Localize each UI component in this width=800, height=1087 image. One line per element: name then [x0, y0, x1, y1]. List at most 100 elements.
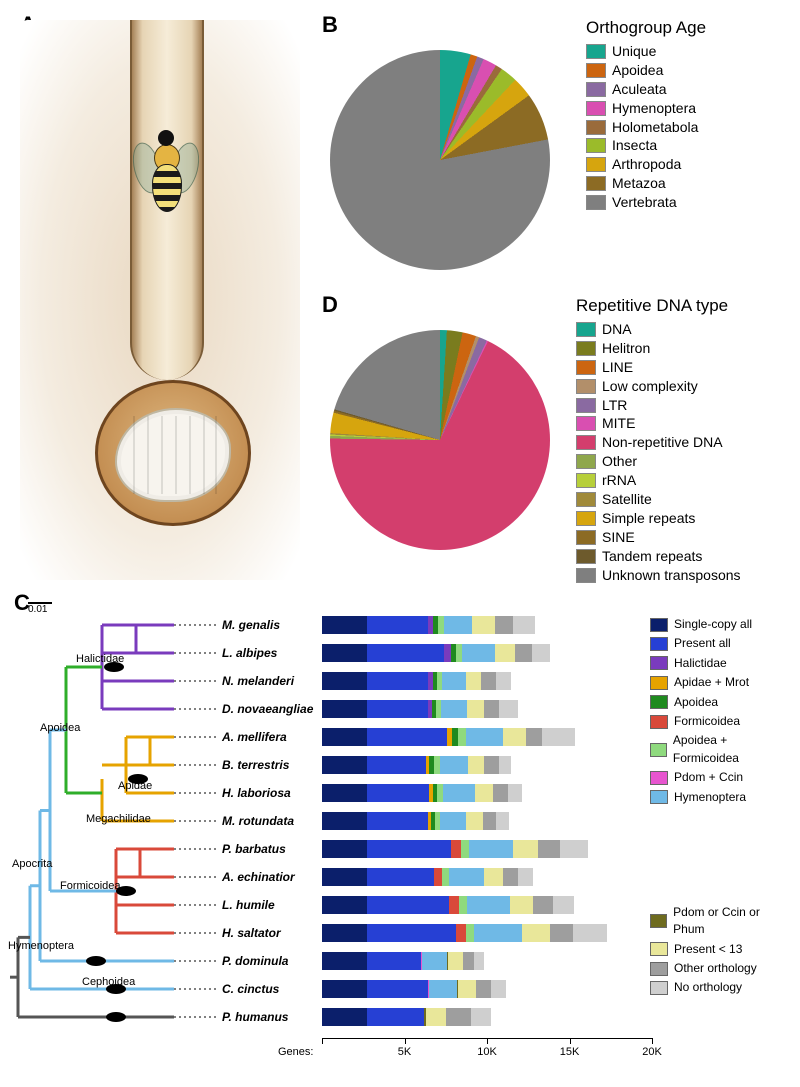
gene-bar-row: [322, 756, 511, 774]
species-label: H. laboriosa: [222, 786, 291, 800]
legend-swatch: [650, 715, 668, 729]
legend-item: Low complexity: [576, 377, 741, 396]
legend-item: Unknown transposons: [576, 566, 741, 585]
legend-label: Single-copy all: [674, 616, 752, 633]
gene-bar-row: [322, 868, 533, 886]
bar-segment: [476, 980, 491, 998]
bar-segment: [440, 756, 468, 774]
legend-swatch: [586, 138, 606, 153]
bar-segment: [367, 896, 450, 914]
bar-segment: [491, 980, 506, 998]
legend-swatch: [576, 341, 596, 356]
legend-item: Holometabola: [586, 118, 698, 137]
bar-segment: [462, 644, 495, 662]
gene-bar-row: [322, 840, 588, 858]
bar-segment: [499, 756, 511, 774]
legend-item: Apidae + Mrot: [650, 674, 788, 691]
clade-apoidea: Apoidea: [40, 722, 80, 734]
bar-segment: [444, 644, 451, 662]
legend-label: Pdom or Ccin or Phum: [673, 904, 788, 939]
gene-bars: [322, 616, 652, 1034]
legend-item: Metazoa: [586, 174, 698, 193]
legend-swatch: [650, 656, 668, 670]
legend-label: LTR: [602, 396, 627, 415]
bar-segment: [446, 1008, 471, 1026]
clade-megachilidae: Megachilidae: [86, 813, 151, 825]
bar-segment: [451, 840, 461, 858]
legend-swatch: [576, 379, 596, 394]
bar-segment: [322, 952, 367, 970]
bar-segment: [518, 868, 533, 886]
axis-tick: [405, 1038, 406, 1044]
bar-segment: [481, 672, 496, 690]
legend-item: Satellite: [576, 490, 741, 509]
species-label: L. humile: [222, 898, 275, 912]
bar-segment: [515, 644, 532, 662]
legend-item: Present all: [650, 635, 788, 652]
legend-label: Tandem repeats: [602, 547, 702, 566]
legend-item: Unique: [586, 42, 698, 61]
legend-swatch: [576, 530, 596, 545]
bar-segment: [538, 840, 559, 858]
bar-segment: [449, 896, 459, 914]
bar-segment: [499, 700, 519, 718]
bar-segment: [573, 924, 608, 942]
bar-segment: [442, 868, 449, 886]
legend-swatch: [576, 416, 596, 431]
bar-segment: [532, 644, 550, 662]
bar-segment: [322, 756, 367, 774]
legend-label: Apoidea: [674, 694, 718, 711]
bar-segment: [503, 728, 526, 746]
bar-segment: [434, 868, 442, 886]
bar-segment: [484, 700, 499, 718]
legend-label: Simple repeats: [602, 509, 695, 528]
bar-segment: [496, 812, 509, 830]
bar-segment: [550, 924, 573, 942]
legend-item: SINE: [576, 528, 741, 547]
bar-segment: [461, 840, 469, 858]
species-label: P. dominula: [222, 954, 288, 968]
pie-d-legend: DNAHelitronLINELow complexityLTRMITENon-…: [576, 320, 741, 584]
legend-swatch: [586, 101, 606, 116]
gene-bar-row: [322, 952, 484, 970]
legend-label: Low complexity: [602, 377, 698, 396]
gene-bar-row: [322, 672, 511, 690]
bar-segment: [522, 924, 550, 942]
axis-tick-label: 5K: [398, 1046, 411, 1058]
legend-swatch: [586, 195, 606, 210]
legend-item: Simple repeats: [576, 509, 741, 528]
legend-item: Pdom + Ccin: [650, 769, 788, 786]
bar-segment: [542, 728, 575, 746]
orthogroup-age-pie: [330, 50, 550, 270]
clade-halictidae: Halictidae: [76, 653, 124, 665]
bar-segment: [503, 868, 518, 886]
species-label: P. humanus: [222, 1010, 288, 1024]
bar-segment: [443, 784, 474, 802]
bar-segment: [510, 896, 533, 914]
legend-label: Present < 13: [674, 941, 742, 958]
legend-label: Other orthology: [674, 960, 757, 977]
pie-b-title: Orthogroup Age: [586, 18, 706, 38]
bar-segment: [422, 952, 447, 970]
bar-segment: [367, 924, 456, 942]
bar-segment: [367, 980, 428, 998]
legend-label: Metazoa: [612, 174, 666, 193]
bee-illustration: [138, 120, 194, 216]
legend-label: MITE: [602, 414, 635, 433]
legend-item: Other: [576, 452, 741, 471]
legend-label: Unique: [612, 42, 656, 61]
bar-segment: [474, 924, 522, 942]
legend-label: Apoidea: [612, 61, 663, 80]
legend-swatch: [586, 82, 606, 97]
bar-segment: [367, 728, 448, 746]
axis-tick-label: 10K: [477, 1046, 497, 1058]
legend-swatch: [650, 942, 668, 956]
bar-segment: [560, 840, 588, 858]
legend-label: Helitron: [602, 339, 650, 358]
bar-segment: [533, 896, 553, 914]
legend-swatch: [576, 549, 596, 564]
panel-c: 0.01 M. genalisL. albipesN. melanderiD. …: [6, 598, 794, 1068]
legend-swatch: [576, 360, 596, 375]
bar-segment: [493, 784, 508, 802]
gene-bar-row: [322, 812, 509, 830]
